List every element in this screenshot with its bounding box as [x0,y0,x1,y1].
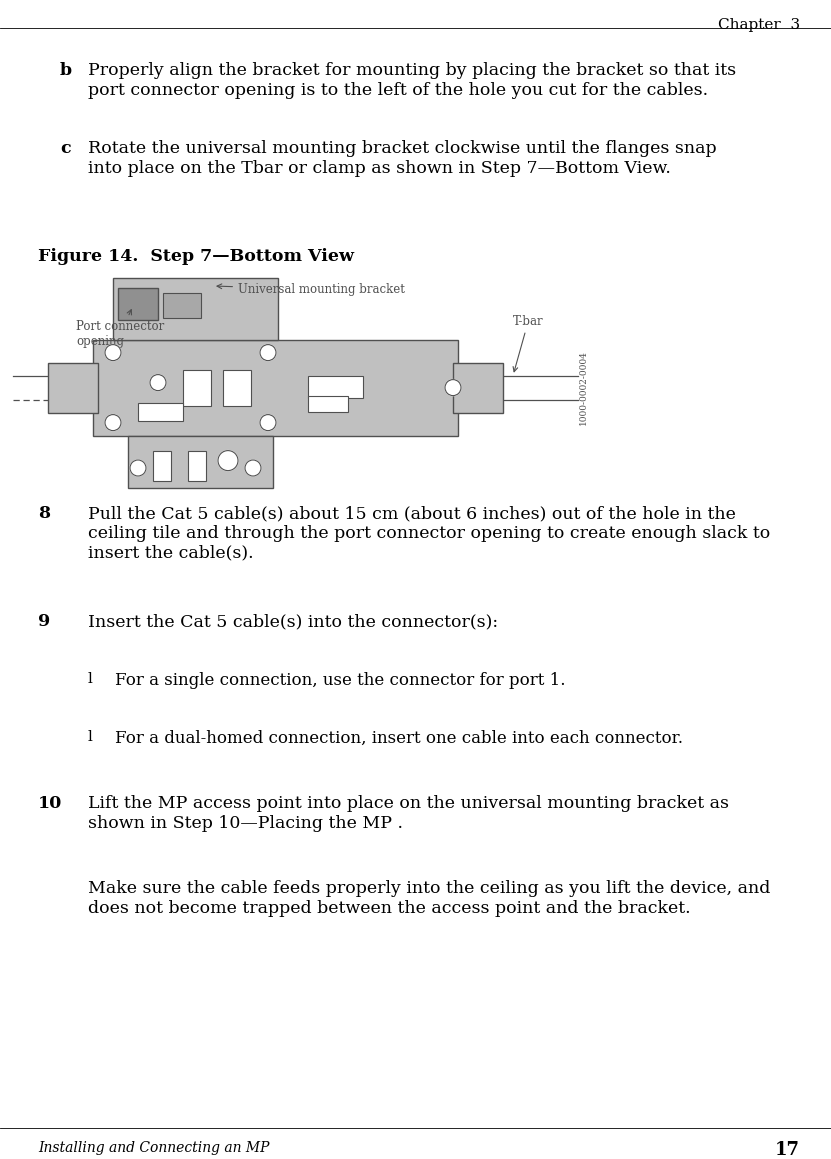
Text: 10: 10 [38,795,62,812]
Text: Pull the Cat 5 cable(s) about 15 cm (about 6 inches) out of the hole in the
ceil: Pull the Cat 5 cable(s) about 15 cm (abo… [88,505,770,561]
Circle shape [260,344,276,360]
Bar [128,436,273,488]
Bar [183,370,211,406]
Text: Figure 14.  Step 7—Bottom View: Figure 14. Step 7—Bottom View [38,248,354,265]
Text: b: b [60,61,72,79]
Text: Make sure the cable feeds properly into the ceiling as you lift the device, and
: Make sure the cable feeds properly into … [88,880,770,917]
Text: For a single connection, use the connector for port 1.: For a single connection, use the connect… [115,672,566,688]
Text: Rotate the universal mounting bracket clockwise until the flanges snap
into plac: Rotate the universal mounting bracket cl… [88,140,716,176]
Text: 9: 9 [38,613,50,630]
Text: l: l [88,730,93,744]
Bar [48,363,98,413]
Bar [163,293,201,318]
Text: Insert the Cat 5 cable(s) into the connector(s):: Insert the Cat 5 cable(s) into the conne… [88,613,498,630]
Circle shape [150,374,166,391]
Circle shape [445,380,461,395]
Text: 8: 8 [38,505,50,522]
Bar [138,402,183,421]
Text: Properly align the bracket for mounting by placing the bracket so that its
port : Properly align the bracket for mounting … [88,61,736,99]
Circle shape [218,451,238,471]
Circle shape [105,415,121,431]
Bar [308,376,363,398]
Text: 1000-0002-0004: 1000-0002-0004 [578,350,588,425]
Bar [93,340,458,436]
Bar [308,395,348,411]
Text: Installing and Connecting an MP: Installing and Connecting an MP [38,1140,269,1156]
Circle shape [245,460,261,476]
Circle shape [130,460,146,476]
Bar [453,363,503,413]
Text: T-bar: T-bar [513,314,543,372]
Text: l: l [88,672,93,686]
Text: Lift the MP access point into place on the universal mounting bracket as
shown i: Lift the MP access point into place on t… [88,795,729,832]
Text: Universal mounting bracket: Universal mounting bracket [217,283,405,296]
Circle shape [260,415,276,431]
Text: For a dual-homed connection, insert one cable into each connector.: For a dual-homed connection, insert one … [115,730,683,748]
Bar [188,451,206,481]
Text: Chapter  3: Chapter 3 [718,19,800,32]
Text: 17: 17 [775,1140,800,1159]
Circle shape [105,344,121,360]
Bar [113,278,278,340]
Bar [223,370,251,406]
Text: c: c [60,140,71,156]
Text: Port connector
opening: Port connector opening [76,309,165,348]
Bar [118,287,158,320]
Bar [153,451,171,481]
